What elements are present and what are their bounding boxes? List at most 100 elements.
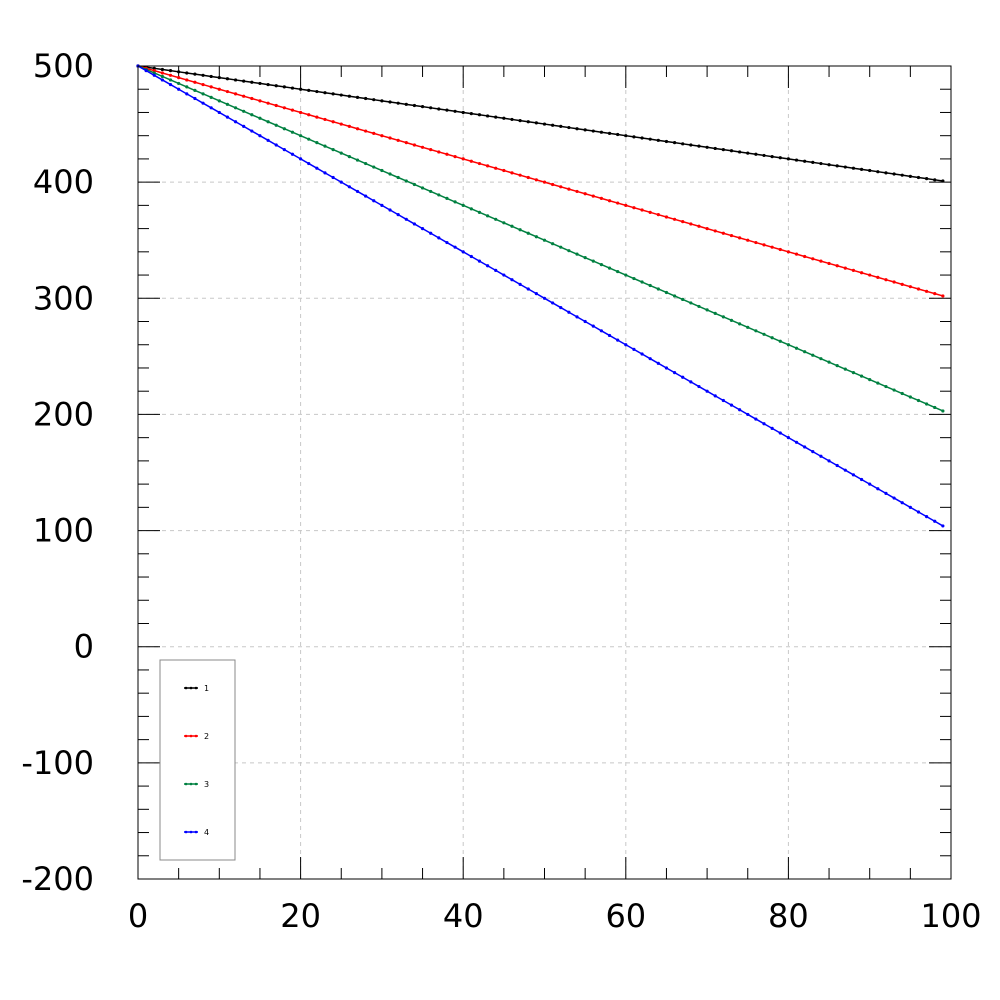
data-point <box>689 380 693 384</box>
data-point <box>445 108 449 112</box>
data-point <box>396 101 400 105</box>
data-point <box>315 115 319 119</box>
data-point <box>908 505 912 509</box>
data-point <box>583 192 587 196</box>
x-tick-label: 80 <box>768 897 809 935</box>
data-point <box>168 73 173 77</box>
data-point <box>364 161 368 166</box>
series-2 <box>136 64 945 298</box>
x-tick-label: 20 <box>280 897 321 935</box>
data-point <box>526 231 530 235</box>
data-point <box>632 276 636 281</box>
data-point <box>396 175 400 180</box>
data-point <box>225 115 230 119</box>
data-point <box>168 78 173 82</box>
data-point <box>518 118 522 123</box>
data-point <box>551 182 555 187</box>
data-point <box>404 217 408 221</box>
legend-item-3: 3 <box>184 780 209 789</box>
data-point <box>518 282 522 286</box>
data-point <box>746 325 750 329</box>
data-point <box>599 329 604 333</box>
data-point <box>786 250 791 254</box>
data-point <box>827 459 831 463</box>
data-point <box>258 81 262 86</box>
data-point <box>770 336 774 340</box>
data-point <box>217 99 221 103</box>
data-point <box>551 123 555 127</box>
data-point <box>168 69 173 73</box>
data-point <box>282 106 286 110</box>
data-point <box>339 93 343 97</box>
y-tick-label: 200 <box>33 395 94 433</box>
data-point <box>209 106 213 110</box>
data-point <box>469 207 473 211</box>
data-point <box>697 304 701 309</box>
data-point <box>429 106 433 110</box>
data-point <box>664 215 669 219</box>
data-point <box>494 166 498 170</box>
data-point <box>835 264 839 268</box>
data-point <box>843 367 847 371</box>
data-point <box>347 154 351 159</box>
data-point <box>843 468 847 472</box>
data-point <box>835 463 839 468</box>
data-point <box>803 445 807 449</box>
data-point <box>485 164 490 168</box>
data-point <box>388 100 392 104</box>
data-point <box>526 175 530 180</box>
data-point <box>412 103 417 108</box>
data-point <box>892 388 896 392</box>
y-tick-label: 400 <box>33 163 94 201</box>
y-axis-tick-labels: -200 -100 0 100 200 300 400 500 <box>21 47 94 898</box>
series-line <box>137 65 944 412</box>
data-point <box>193 72 197 76</box>
data-point <box>721 398 725 403</box>
data-point <box>697 144 701 148</box>
data-point <box>672 141 677 145</box>
data-point <box>599 196 604 200</box>
data-point <box>876 170 880 174</box>
data-point <box>876 381 880 385</box>
legend-marker <box>184 830 188 834</box>
data-point <box>217 76 221 80</box>
data-point <box>843 266 847 270</box>
legend-box <box>159 659 236 861</box>
data-point <box>355 127 360 131</box>
legend-label: 3 <box>204 780 209 789</box>
data-point <box>437 107 441 111</box>
data-point <box>575 252 579 256</box>
x-tick-label: 100 <box>920 897 981 935</box>
data-point <box>559 245 563 249</box>
data-point <box>640 208 644 212</box>
data-point <box>616 338 620 342</box>
data-point <box>575 127 579 131</box>
data-point <box>819 454 823 458</box>
data-point <box>339 122 343 126</box>
data-point <box>225 89 230 94</box>
data-point <box>851 371 856 375</box>
data-point <box>575 189 579 194</box>
data-point <box>445 152 449 156</box>
data-point <box>152 69 156 73</box>
data-point <box>225 77 230 81</box>
data-point <box>738 236 742 240</box>
data-point <box>762 153 766 158</box>
data-point <box>250 129 254 133</box>
data-point <box>713 394 717 398</box>
data-point <box>242 109 246 113</box>
data-point <box>485 114 490 118</box>
data-point <box>859 477 864 482</box>
data-point <box>437 193 441 197</box>
data-point <box>648 137 652 141</box>
data-point <box>380 99 384 103</box>
data-point <box>729 149 734 153</box>
data-point <box>819 161 823 166</box>
data-point <box>177 70 181 74</box>
data-point <box>274 123 278 127</box>
data-point <box>819 259 823 263</box>
data-point <box>534 121 538 125</box>
data-point <box>372 98 376 102</box>
data-point <box>331 92 335 96</box>
